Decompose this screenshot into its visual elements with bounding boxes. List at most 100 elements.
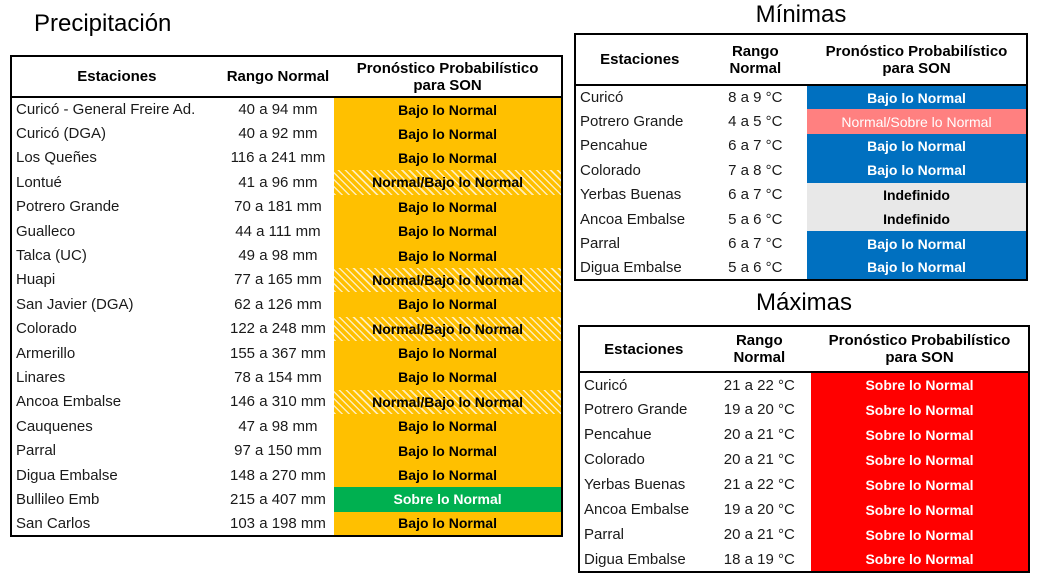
normal-range-cell: 62 a 126 mm: [234, 295, 322, 313]
table-row: Pencahue 6 a 7 °C Bajo lo Normal: [575, 133, 1027, 159]
station-cell: Colorado: [580, 161, 641, 179]
forecast-cell: Indefinido: [807, 206, 1027, 232]
normal-range-cell: 19 a 20 °C: [723, 401, 795, 418]
column-header-probabilistic-forecast: Pronóstico Probabilístico para SON: [334, 56, 562, 98]
forecast-cell: Sobre lo Normal: [811, 472, 1029, 497]
normal-range-cell: 40 a 94 mm: [238, 101, 318, 119]
table-row: Potrero Grande 70 a 181 mm Bajo lo Normal: [11, 194, 562, 219]
forecast-cell: Normal/Bajo lo Normal: [334, 316, 562, 341]
column-header-normal-range: Rango Normal: [703, 34, 808, 86]
forecast-cell: Sobre lo Normal: [811, 397, 1029, 422]
forecast-cell: Sobre lo Normal: [811, 497, 1029, 522]
normal-range-cell: 146 a 310 mm: [230, 393, 326, 411]
column-header-probabilistic-forecast: Pronóstico Probabilístico para SON: [811, 326, 1029, 373]
station-cell: Armerillo: [16, 344, 76, 362]
normal-range-cell: 155 a 367 mm: [230, 344, 326, 362]
table-row: Linares 78 a 154 mm Bajo lo Normal: [11, 365, 562, 390]
normal-range-cell: 6 a 7 °C: [728, 235, 783, 253]
station-cell: San Carlos: [16, 514, 91, 532]
normal-range-cell: 21 a 22 °C: [723, 376, 795, 394]
table-row: San Javier (DGA) 62 a 126 mm Bajo lo Norma…: [11, 292, 562, 317]
precipitation-table: Estaciones Rango Normal Pronóstico Proba…: [10, 55, 563, 538]
normal-range-cell: 6 a 7 °C: [728, 137, 783, 155]
normal-range-cell: 40 a 92 mm: [238, 125, 318, 143]
forecast-cell: Sobre lo Normal: [811, 547, 1029, 572]
normal-range-cell: 6 a 7 °C: [728, 186, 783, 204]
normal-range-cell: 20 a 21 °C: [723, 426, 795, 443]
station-cell: Potrero Grande: [580, 113, 684, 131]
table-row: Ancoa Embalse 5 a 6 °C Indefinido: [575, 206, 1027, 232]
column-header-stations: Estaciones: [579, 326, 708, 373]
table-row: Gualleco 44 a 111 mm Bajo lo Normal: [11, 218, 562, 244]
station-cell: Potrero Grande: [584, 401, 688, 418]
normal-range-cell: 5 a 6 °C: [728, 258, 783, 276]
station-cell: Parral: [584, 526, 625, 543]
forecast-cell: Indefinido: [807, 182, 1027, 207]
normal-range-cell: 70 a 181 mm: [234, 198, 322, 216]
forecast-cell: Normal/Bajo lo Normal: [334, 170, 562, 195]
column-header-normal-range: Rango Normal: [707, 326, 812, 373]
forecast-cell: Bajo lo Normal: [334, 462, 562, 488]
normal-range-cell: 4 a 5 °C: [728, 113, 783, 131]
forecast-cell: Normal/Sobre lo Normal: [807, 109, 1027, 134]
forecast-cell: Bajo lo Normal: [334, 194, 562, 219]
station-cell: Yerbas Buenas: [580, 186, 682, 204]
station-cell: Curicó: [584, 376, 628, 394]
forecast-cell: Sobre lo Normal: [811, 522, 1029, 547]
forecast-cell: Bajo lo Normal: [807, 133, 1027, 159]
column-header-stations: Estaciones: [11, 56, 222, 98]
forecast-cell: Bajo lo Normal: [807, 255, 1027, 281]
normal-range-cell: 49 a 98 mm: [238, 247, 318, 265]
forecast-cell: Bajo lo Normal: [334, 511, 562, 537]
table-row: Curicó (DGA) 40 a 92 mm Bajo lo Normal: [11, 121, 562, 146]
normal-range-cell: 97 a 150 mm: [234, 442, 322, 460]
normal-range-cell: 7 a 8 °C: [728, 161, 783, 179]
normal-range-cell: 44 a 111 mm: [235, 222, 321, 240]
station-cell: San Javier (DGA): [16, 295, 134, 313]
table-row: Parral 6 a 7 °C Bajo lo Normal: [575, 231, 1027, 256]
forecast-cell: Bajo lo Normal: [334, 414, 562, 439]
station-cell: Pencahue: [580, 137, 648, 155]
table-row: San Carlos 103 a 198 mm Bajo lo Normal: [11, 511, 562, 537]
normal-range-cell: 41 a 96 mm: [238, 173, 318, 191]
station-cell: Parral: [580, 235, 621, 253]
forecast-cell: Bajo lo Normal: [807, 231, 1027, 256]
forecast-cell: Bajo lo Normal: [807, 85, 1027, 110]
forecast-cell: Sobre lo Normal: [811, 372, 1029, 397]
header-row: Estaciones Rango Normal Pronóstico Proba…: [579, 326, 1029, 373]
forecast-cell: Normal/Bajo lo Normal: [334, 267, 562, 293]
table-row: Los Queñes 116 a 241 mm Bajo lo Normal: [11, 145, 562, 171]
station-cell: Colorado: [16, 320, 77, 338]
table-row: Curicó 8 a 9 °C Bajo lo Normal: [575, 85, 1027, 110]
normal-range-cell: 122 a 248 mm: [230, 320, 326, 338]
normal-range-cell: 116 a 241 mm: [230, 149, 326, 167]
table-row: Digua Embalse 5 a 6 °C Bajo lo Normal: [575, 255, 1027, 281]
table-row: Colorado 7 a 8 °C Bajo lo Normal: [575, 158, 1027, 183]
station-cell: Pencahue: [584, 426, 652, 443]
table-row: Lontué 41 a 96 mm Normal/Bajo lo Normal: [11, 170, 562, 195]
station-cell: Bullileo Emb: [16, 490, 100, 508]
normal-range-cell: 47 a 98 mm: [238, 417, 318, 435]
station-cell: Cauquenes: [16, 417, 93, 435]
precipitation-title: Precipitación: [34, 10, 172, 37]
minimas-table: Estaciones Rango Normal Pronóstico Proba…: [574, 33, 1028, 282]
normal-range-cell: 215 a 407 mm: [230, 490, 326, 508]
table-row: Armerillo 155 a 367 mm Bajo lo Normal: [11, 340, 562, 366]
normal-range-cell: 20 a 21 °C: [723, 526, 795, 543]
station-cell: Curicó: [580, 89, 624, 107]
table-row: Yerbas Buenas 6 a 7 °C Indefinido: [575, 182, 1027, 207]
station-cell: Curicó - General Freire Ad.: [16, 101, 196, 119]
normal-range-cell: 21 a 22 °C: [723, 476, 795, 493]
column-header-probabilistic-forecast: Pronóstico Probabilístico para SON: [807, 34, 1027, 86]
station-cell: Digua Embalse: [580, 258, 682, 276]
column-header-normal-range: Rango Normal: [221, 56, 335, 98]
forecast-cell: Bajo lo Normal: [807, 158, 1027, 183]
forecast-cell: Bajo lo Normal: [334, 243, 562, 268]
normal-range-cell: 8 a 9 °C: [728, 89, 783, 107]
table-row: Digua Embalse 148 a 270 mm Bajo lo Normal: [11, 462, 562, 488]
forecast-cell: Bajo lo Normal: [334, 218, 562, 244]
table-row: Curicó - General Freire Ad. 40 a 94 mm Baj…: [11, 97, 562, 122]
normal-range-cell: 77 a 165 mm: [234, 271, 322, 289]
station-cell: Talca (UC): [16, 247, 87, 265]
